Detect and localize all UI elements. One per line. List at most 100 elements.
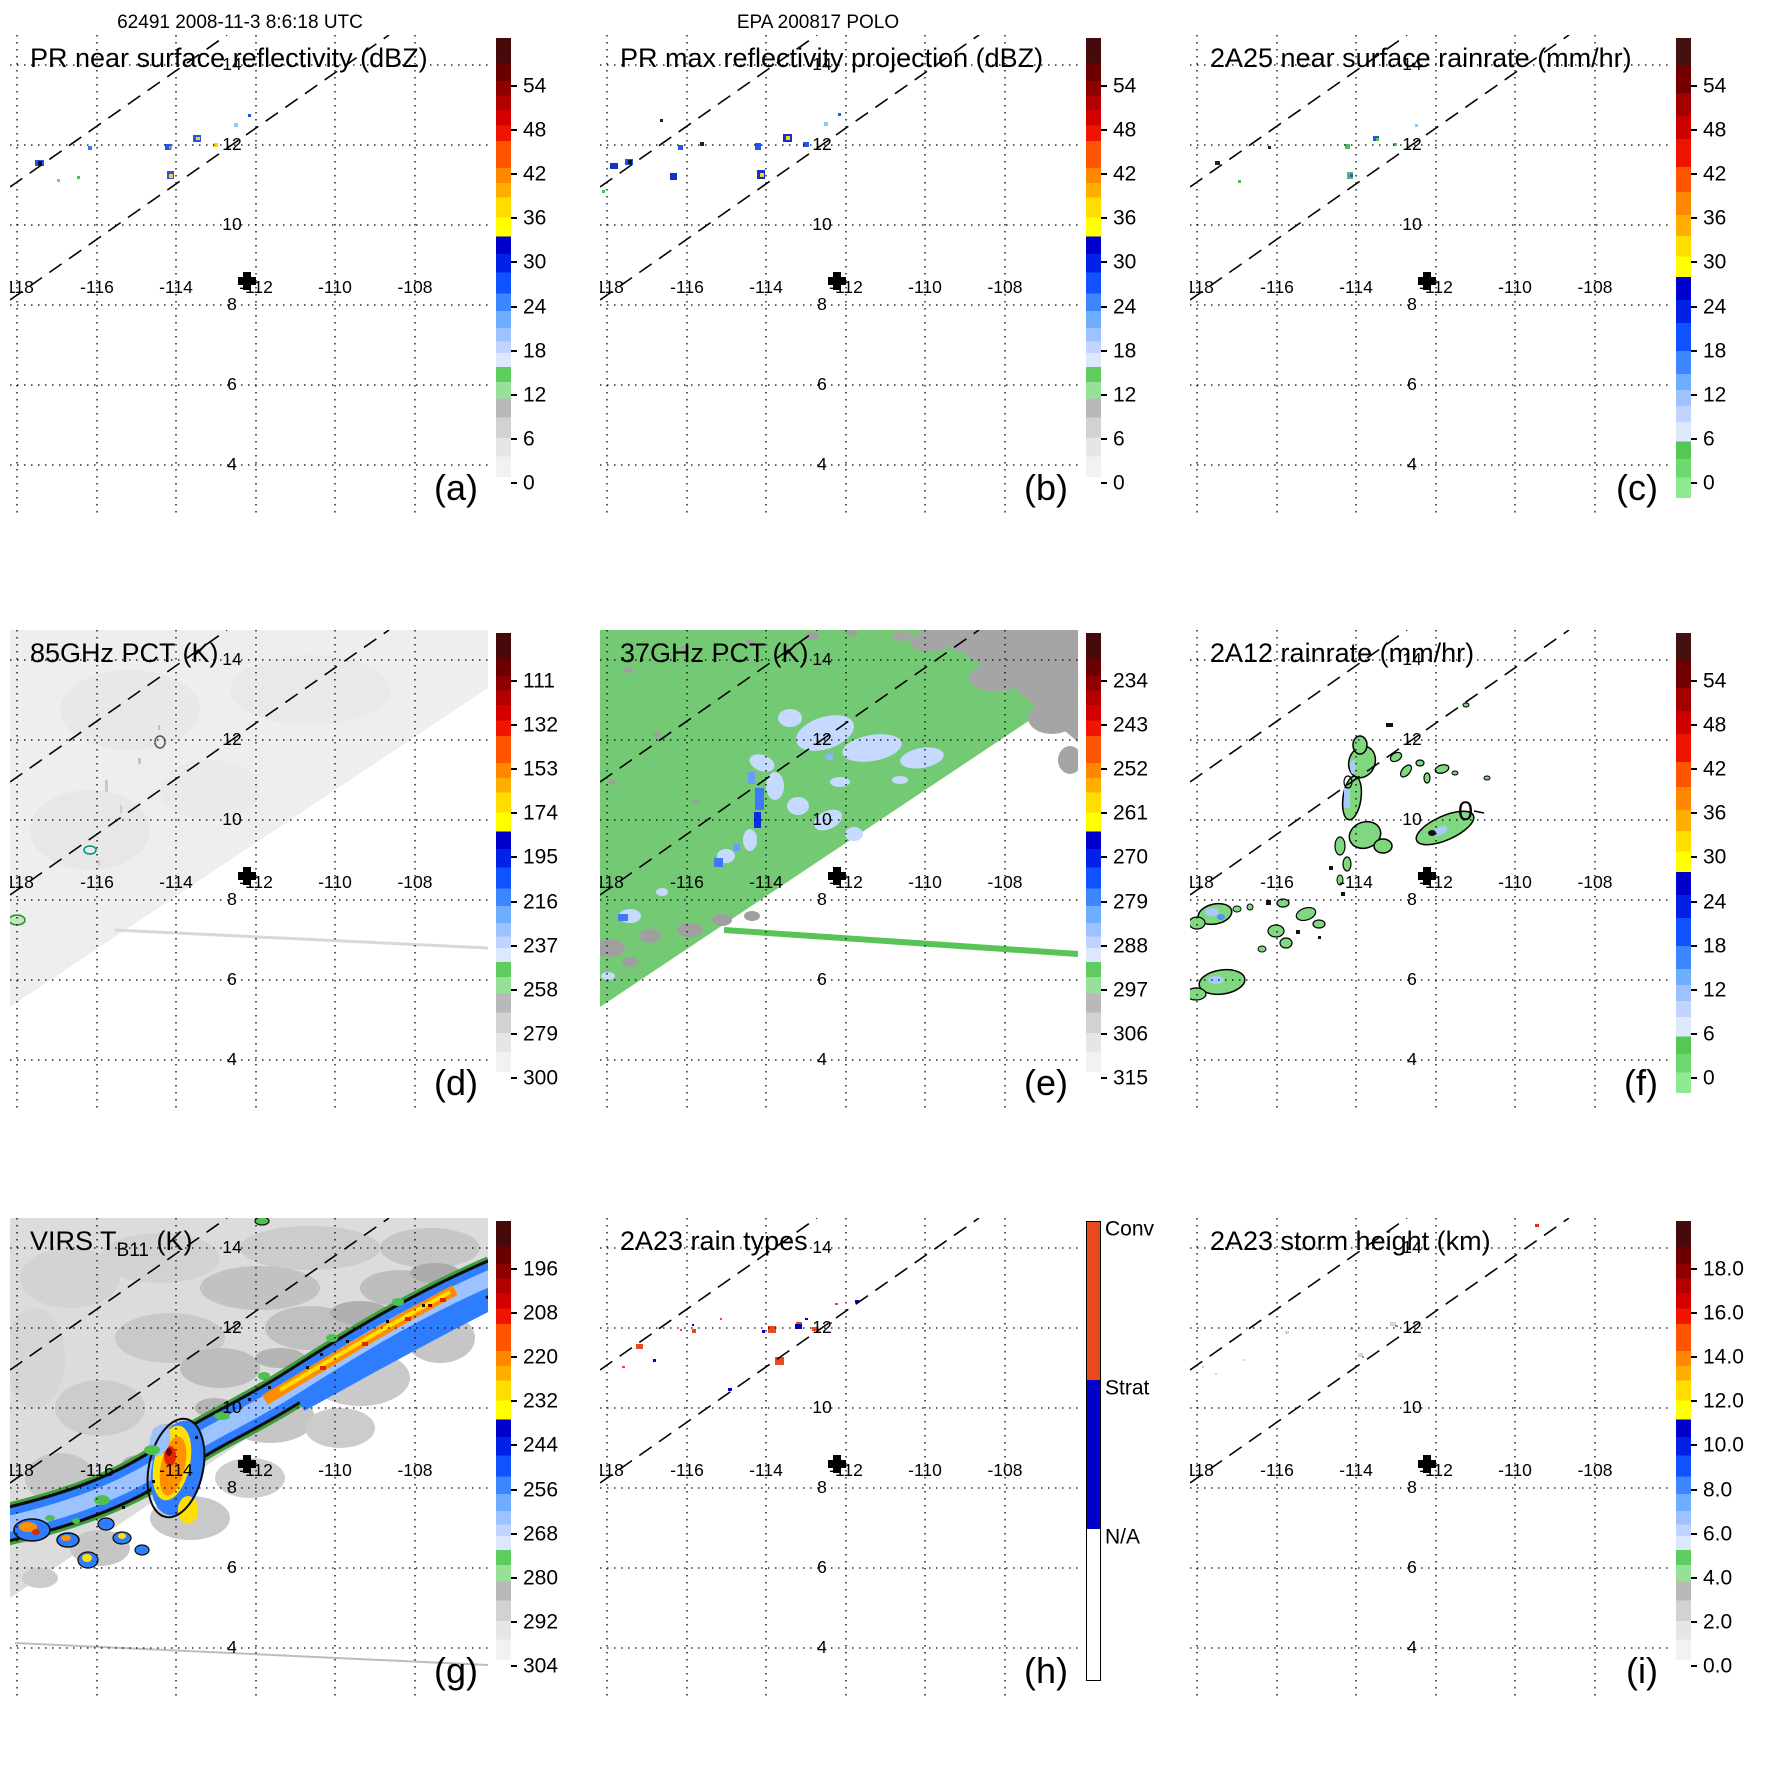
colorbar-tick-mark <box>1691 679 1697 682</box>
colorbar-tick-mark <box>1101 900 1107 903</box>
colorbar-tick-mark <box>1691 1488 1697 1491</box>
latitude-label: 10 <box>812 1397 832 1417</box>
data-blob <box>178 1496 198 1524</box>
colorbar-f <box>1676 633 1691 1093</box>
colorbar-h <box>1086 1221 1101 1681</box>
panel-title: 2A23 rain types <box>620 1226 808 1256</box>
longitude-label: -114 <box>159 277 193 297</box>
colorbar-tick-mark <box>1101 438 1107 441</box>
longitude-label: -118 <box>10 277 34 297</box>
data-blob <box>749 754 775 772</box>
data-blob <box>30 790 150 870</box>
colorbar-tick-label: 24 <box>523 295 547 319</box>
polo-site-cross-marker <box>1418 1455 1436 1473</box>
colorbar-d <box>496 633 511 1093</box>
latitude-label: 4 <box>1407 454 1417 474</box>
data-blob <box>1190 916 1206 930</box>
latitude-label: 6 <box>227 969 237 989</box>
data-pixel <box>1215 1373 1217 1375</box>
data-blob <box>94 1495 110 1505</box>
data-blob <box>1451 770 1459 776</box>
data-pixel <box>720 1318 722 1320</box>
colorbar-tick-label: 304 <box>523 1654 559 1678</box>
latitude-label: 14 <box>1402 1237 1422 1257</box>
data-pixel <box>1345 144 1350 149</box>
colorbar-tick-mark <box>511 1488 517 1491</box>
data-pixel <box>755 788 764 810</box>
latitude-label: 4 <box>1407 1637 1417 1657</box>
data-blob <box>601 972 615 980</box>
data-pixel <box>795 1324 802 1329</box>
colorbar-tick-mark <box>1691 1621 1697 1624</box>
colorbar-tick-label: 243 <box>1113 713 1149 737</box>
data-pixel <box>1362 1356 1364 1358</box>
data-pixel <box>1393 143 1397 146</box>
data-pixel <box>422 1304 425 1307</box>
colorbar-tick-mark <box>511 1621 517 1624</box>
data-blob <box>83 845 97 855</box>
colorbar-tick-label: 12 <box>1703 383 1727 407</box>
colorbar-tick-label: 306 <box>1113 1022 1149 1046</box>
data-blob <box>1389 751 1403 763</box>
data-pixel <box>38 161 42 165</box>
longitude-label: -118 <box>600 872 624 892</box>
colorbar-tick-label: 280 <box>523 1566 559 1590</box>
colorbar-tick-label: 268 <box>523 1522 559 1546</box>
swath-edge-dashed-line <box>600 630 980 896</box>
swath-edge-dashed-line <box>1190 35 1408 188</box>
data-blob <box>166 1448 172 1456</box>
colorbar-tick-label: 0.0 <box>1703 1654 1733 1678</box>
longitude-label: -114 <box>1339 1460 1373 1480</box>
longitude-label: -108 <box>397 277 432 297</box>
panel-title: VIRS TB11 (K) <box>30 1226 192 1261</box>
data-blob <box>1232 905 1242 913</box>
data-pixel <box>405 1317 411 1321</box>
data-pixel <box>1215 161 1220 165</box>
data-blob <box>254 1218 270 1226</box>
colorbar-tick-mark <box>1691 1665 1697 1668</box>
data-pixel <box>786 136 790 140</box>
data-blob <box>600 939 625 957</box>
colorbar-segment-conv <box>1087 1222 1100 1380</box>
colorbar-tick-mark <box>1101 305 1107 308</box>
longitude-label: -108 <box>1577 277 1612 297</box>
colorbar-tick-label: 232 <box>523 1389 559 1413</box>
data-pixel <box>628 160 632 164</box>
colorbar-tick-mark <box>1101 261 1107 264</box>
data-blob <box>146 1417 206 1519</box>
longitude-label: -116 <box>80 1460 114 1480</box>
longitude-label: -116 <box>1260 1460 1294 1480</box>
colorbar-tick-label: 18 <box>523 339 547 363</box>
panel-letter-label: (f) <box>1624 1062 1658 1103</box>
colorbar-tick-mark <box>511 724 517 726</box>
data-pixel <box>660 119 663 122</box>
panel-title: PR max reflectivity projection (dBZ) <box>620 43 1043 73</box>
longitude-label: -118 <box>10 1460 34 1480</box>
data-blob <box>1257 945 1267 953</box>
colorbar-tick-mark <box>1101 482 1107 485</box>
colorbar-tick-label: 54 <box>1703 669 1727 693</box>
latitude-label: 12 <box>1402 134 1421 154</box>
data-blob <box>82 1554 92 1562</box>
colorbar-tick-label: 12 <box>1113 383 1137 407</box>
data-pixel <box>169 146 172 149</box>
data-pixel <box>602 190 605 193</box>
data-blob <box>1013 695 1027 705</box>
latitude-label: 8 <box>817 294 827 314</box>
longitude-label: -116 <box>670 1460 704 1480</box>
data-pixel <box>248 114 251 117</box>
data-pixel <box>248 1398 251 1401</box>
data-blob <box>19 1522 37 1532</box>
colorbar-tick-label: 6 <box>1703 427 1715 451</box>
colorbar-tick-mark <box>511 84 517 87</box>
data-blob <box>910 632 950 652</box>
colorbar-tick-mark <box>1691 812 1697 815</box>
colorbar-tick-mark <box>511 349 517 352</box>
colorbar-tick-label: 6.0 <box>1703 1522 1733 1546</box>
